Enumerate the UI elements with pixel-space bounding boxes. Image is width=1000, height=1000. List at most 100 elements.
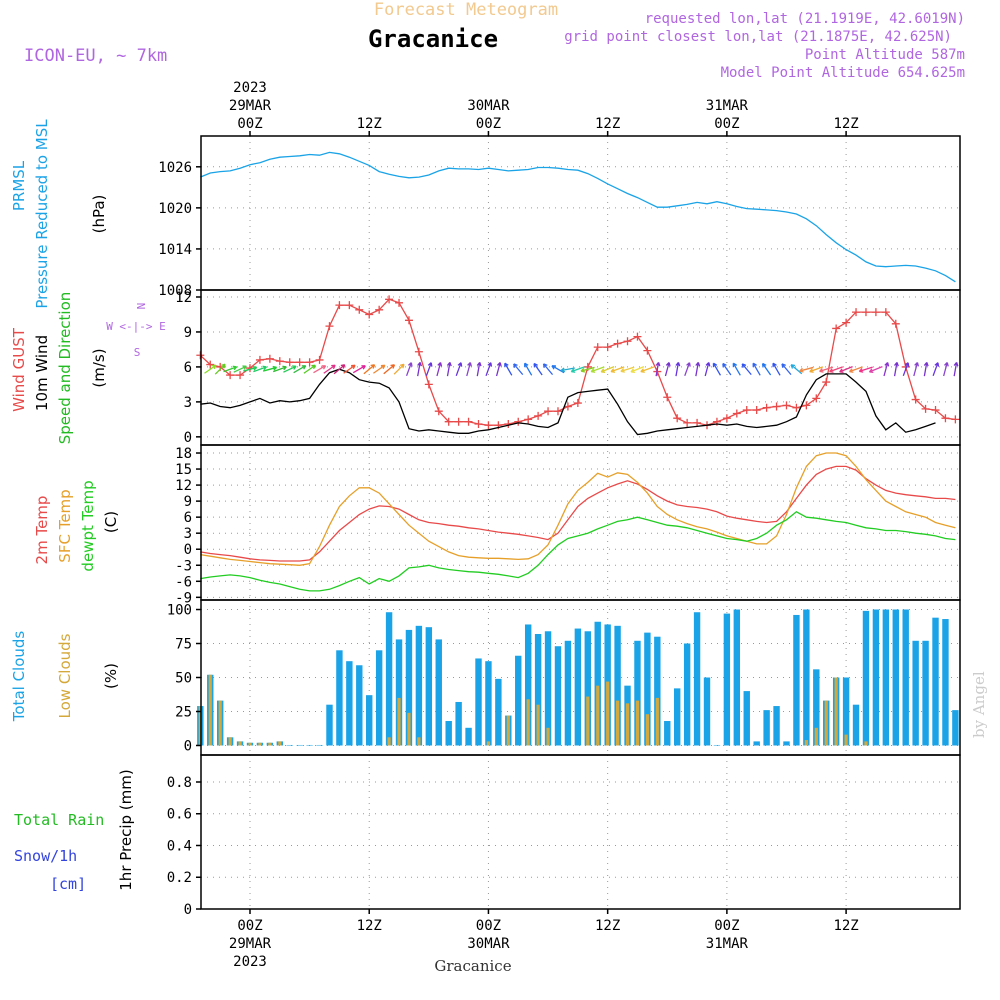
bottom-time-label: 30MAR: [467, 936, 510, 952]
total-cloud-bar: [425, 627, 433, 746]
wind-gust-marker: [454, 417, 463, 426]
wind-gust-marker: [474, 420, 483, 429]
wind-direction-arrow: [542, 363, 554, 376]
clouds-ytick-label: 25: [175, 704, 192, 720]
low-cloud-bar: [248, 742, 252, 746]
model-altitude: Model Point Altitude 654.625m: [721, 65, 965, 81]
precip-ytick-label: 0.2: [167, 870, 192, 886]
total-cloud-bar: [544, 631, 552, 746]
total-cloud-bar: [743, 691, 750, 746]
wind-gust-marker: [772, 402, 781, 411]
wind-gust-marker: [365, 310, 374, 319]
wind-gust-marker: [335, 301, 344, 310]
temp-label-dewpt: dewpt Temp: [79, 480, 97, 571]
temp-ytick-label: 6: [184, 510, 192, 526]
total-cloud-bar: [674, 688, 681, 746]
wind-direction-arrow: [590, 366, 605, 373]
top-time-label: 00Z: [476, 116, 501, 132]
wind-direction-arrow: [809, 366, 824, 373]
wind-gust-marker: [842, 318, 851, 327]
temp-ytick-label: 9: [184, 494, 192, 510]
low-cloud-bar: [397, 697, 401, 746]
low-cloud-bar: [536, 704, 540, 746]
total-cloud-bar: [654, 636, 661, 746]
wind-ytick-label: 12: [175, 290, 192, 306]
total-cloud-bar: [395, 639, 403, 746]
wind-gust-marker: [295, 358, 304, 367]
wind-gust-marker: [285, 358, 294, 367]
wind-direction-arrow: [273, 365, 287, 373]
wind-gust-marker: [345, 301, 354, 310]
low-cloud-bar: [606, 681, 610, 746]
wind-direction-arrow: [393, 363, 405, 375]
wind-gust-marker: [812, 394, 821, 403]
pressure-label-msl: Pressure Reduced to MSL: [33, 119, 51, 309]
requested-coords: requested lon,lat (21.1919E, 42.6019N): [645, 11, 965, 27]
wind-gust-marker: [315, 355, 324, 364]
total-cloud-bar: [703, 677, 711, 746]
wind-direction-arrow: [466, 362, 472, 377]
compass-south: S: [134, 346, 141, 359]
low-cloud-bar: [635, 700, 640, 746]
precip-label-cm: [cm]: [50, 875, 86, 893]
pressure-label-prmsl: PRMSL: [10, 160, 28, 211]
temp-ytick-label: 18: [175, 446, 192, 462]
pressure-unit: (hPa): [90, 195, 108, 234]
low-cloud-bar: [407, 712, 411, 746]
precip-ytick-label: 0.6: [167, 807, 192, 823]
wind-gust-marker: [911, 395, 920, 404]
top-time-label: 12Z: [357, 116, 382, 132]
pressure-ytick-label: 1026: [158, 160, 192, 176]
wind-direction-arrow: [781, 363, 792, 376]
low-cloud-bar: [824, 700, 828, 746]
total-cloud-bar: [664, 721, 671, 746]
wind-gust-marker: [921, 404, 930, 413]
wind-direction-arrow: [741, 363, 752, 376]
wind-direction-arrow: [446, 361, 452, 377]
wind-gust-marker: [275, 357, 284, 366]
low-cloud-bar: [238, 741, 242, 746]
wind-direction-arrow: [839, 366, 853, 373]
pressure-frame: [200, 135, 961, 291]
total-cloud-bar: [902, 609, 909, 746]
wind-direction-arrow: [455, 362, 463, 377]
wind-gust-marker: [305, 358, 314, 367]
wind-gust-marker: [683, 418, 692, 427]
wind-gust-marker: [832, 324, 841, 333]
total-cloud-bar: [534, 633, 542, 746]
wind-direction-arrow: [893, 361, 899, 377]
wind-direction-arrow: [204, 364, 217, 374]
compass-north: N: [134, 303, 147, 310]
wind-gust-marker: [593, 343, 602, 352]
wind-direction-arrow: [848, 366, 863, 373]
wind-gust-marker: [434, 407, 443, 416]
wind-direction-arrow: [303, 364, 316, 374]
low-cloud-bar: [268, 742, 272, 746]
low-cloud-bar: [417, 737, 421, 746]
wind-gust-marker: [206, 360, 215, 369]
wind-direction-arrow: [620, 366, 635, 373]
wind-direction-arrow: [684, 362, 691, 377]
wind-direction-arrow: [343, 364, 356, 374]
wind-label-gust: Wind GUST: [10, 327, 28, 412]
low-cloud-bar: [596, 685, 600, 746]
total-cloud-bar: [942, 619, 949, 746]
wind-direction-arrow: [485, 362, 493, 377]
total-cloud-bar: [485, 661, 492, 746]
low-cloud-bar: [208, 674, 212, 746]
point-altitude: Point Altitude 587m: [805, 47, 965, 63]
wind-direction-arrow: [476, 361, 482, 377]
wind-direction-arrow: [664, 362, 671, 377]
precip-label-rain: Total Rain: [14, 811, 104, 829]
wind-gust-marker: [464, 417, 473, 426]
total-cloud-bar: [475, 658, 482, 746]
wind-direction-arrow: [722, 362, 732, 376]
wind-gust-marker: [514, 417, 523, 426]
pressure-ytick-label: 1020: [158, 201, 192, 217]
precip-label-snow: Snow/1h: [14, 847, 77, 865]
wind-gust-marker: [255, 355, 264, 364]
precip-ytick-label: 0: [184, 902, 192, 918]
wind-gust-marker: [822, 378, 831, 387]
clouds-ytick-label: 75: [175, 637, 192, 653]
low-cloud-bar: [834, 677, 838, 746]
